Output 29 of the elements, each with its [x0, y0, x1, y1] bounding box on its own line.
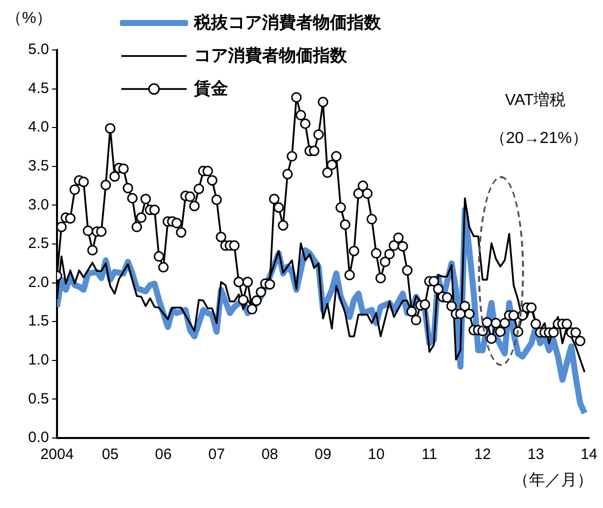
x-tick-label: 2004	[40, 446, 74, 464]
y-tick-label: 2.0	[28, 274, 49, 291]
x-tick-label: 06	[155, 446, 172, 464]
x-axis-title: （年／月）	[513, 471, 593, 491]
annotation: VAT増税	[505, 90, 566, 111]
legend-label: コア消費者物価指数	[194, 45, 347, 67]
x-tick-label: 13	[527, 446, 544, 464]
annotation: （20→21%）	[490, 129, 588, 149]
y-tick-label: 0.5	[28, 390, 49, 408]
x-tick-label: 10	[368, 446, 385, 464]
y-tick-label: 3.5	[28, 158, 49, 175]
y-tick-label: 5.0	[28, 41, 49, 58]
x-tick-label: 07	[208, 446, 225, 464]
x-tick-label: 08	[261, 446, 278, 464]
y-tick-label: 4.0	[28, 118, 49, 136]
legend-label: 賃金	[194, 78, 228, 100]
y-tick-label: 1.5	[28, 312, 49, 330]
x-tick-label: 11	[422, 446, 438, 464]
legend-label: 税抜コア消費者物価指数	[194, 12, 381, 34]
y-tick-label: 2.5	[28, 235, 49, 252]
y-axis-title: （%）	[6, 9, 52, 29]
x-tick-label: 05	[102, 446, 119, 464]
x-tick-label: 12	[474, 446, 491, 464]
y-tick-label: 0.0	[28, 429, 49, 446]
y-tick-label: 4.5	[28, 80, 49, 97]
y-tick-label: 1.0	[28, 352, 49, 369]
y-tick-label: 3.0	[28, 196, 49, 214]
x-tick-label: 09	[314, 446, 332, 464]
x-tick-label: 14	[580, 446, 598, 464]
